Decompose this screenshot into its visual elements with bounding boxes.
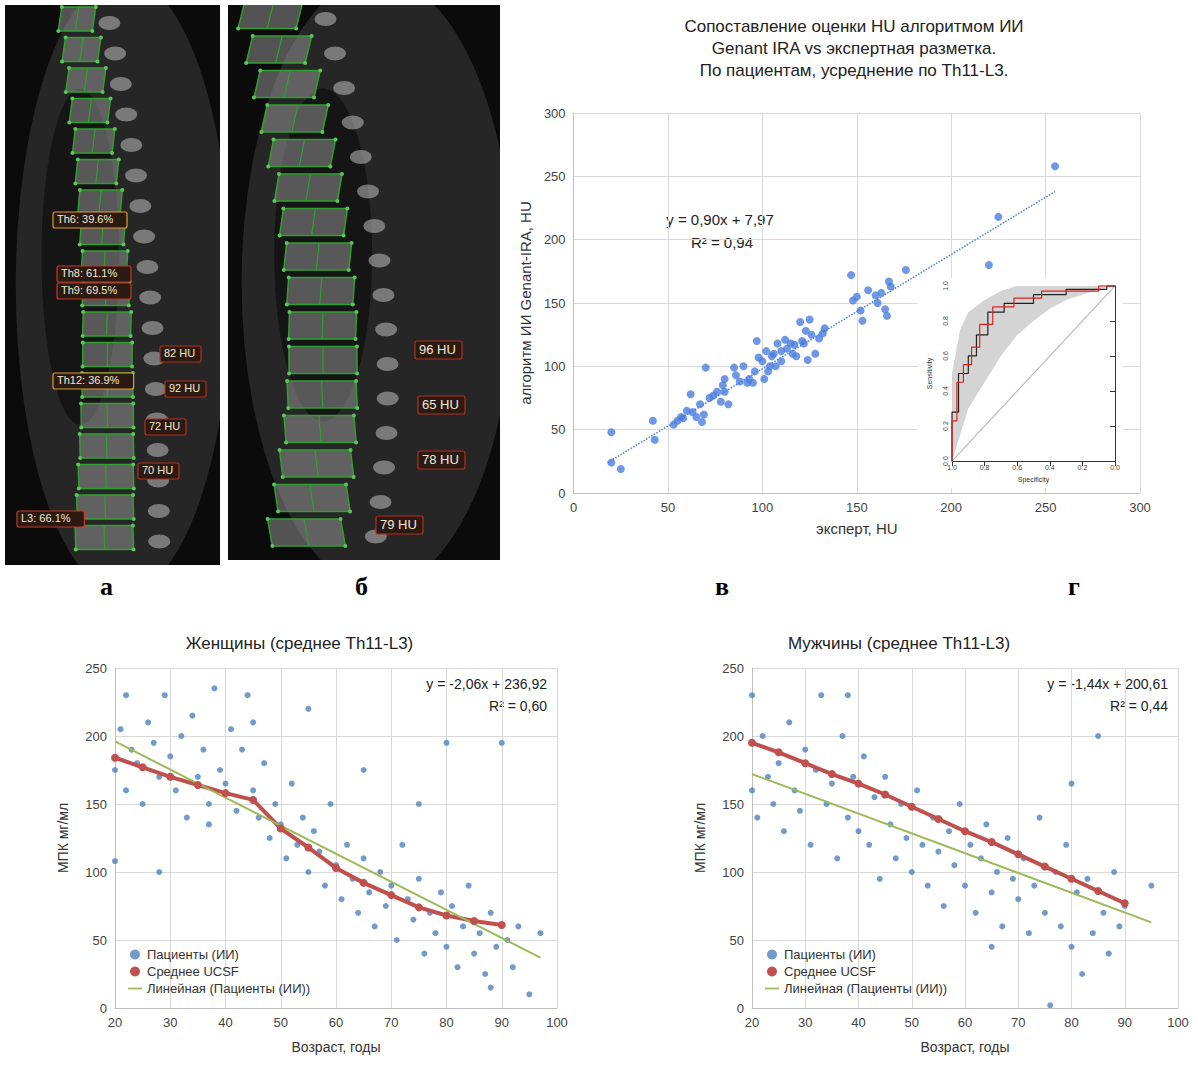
svg-text:0: 0: [570, 500, 577, 515]
svg-text:L3: 66.1%: L3: 66.1%: [21, 512, 71, 524]
svg-text:Th8: 61.1%: Th8: 61.1%: [61, 267, 117, 279]
svg-text:Мужчины (среднее Th11-L3): Мужчины (среднее Th11-L3): [788, 634, 1010, 653]
svg-text:96 HU: 96 HU: [419, 342, 456, 357]
svg-text:200: 200: [85, 729, 107, 744]
svg-text:Th6: 39.6%: Th6: 39.6%: [57, 213, 113, 225]
svg-text:0.0: 0.0: [1110, 464, 1120, 471]
svg-text:78 HU: 78 HU: [422, 452, 459, 467]
svg-text:200: 200: [940, 500, 962, 515]
svg-text:60: 60: [958, 1015, 972, 1030]
svg-text:Th12: 36.9%: Th12: 36.9%: [57, 374, 120, 386]
svg-text:0.2: 0.2: [942, 421, 949, 431]
svg-text:50: 50: [551, 422, 565, 437]
svg-text:80: 80: [1064, 1015, 1078, 1030]
svg-text:100: 100: [546, 1015, 568, 1030]
svg-text:0.8: 0.8: [980, 464, 990, 471]
svg-text:0.6: 0.6: [942, 351, 949, 361]
svg-text:0.0: 0.0: [942, 456, 949, 466]
html-text:б: б: [355, 572, 368, 601]
svg-text:Возраст, годы: Возраст, годы: [920, 1039, 1009, 1055]
svg-text:60: 60: [329, 1015, 343, 1030]
svg-text:30: 30: [798, 1015, 812, 1030]
svg-text:40: 40: [218, 1015, 232, 1030]
svg-text:0.4: 0.4: [1045, 464, 1055, 471]
svg-text:0.2: 0.2: [1078, 464, 1088, 471]
svg-text:1.0: 1.0: [942, 281, 949, 291]
svg-text:200: 200: [722, 729, 744, 744]
svg-text:50: 50: [274, 1015, 288, 1030]
svg-text:y = -2,06x + 236,92: y = -2,06x + 236,92: [426, 676, 547, 692]
svg-text:Среднее UCSF: Среднее UCSF: [147, 964, 239, 979]
svg-text:алгоритм ИИ Genant-IRA, HU: алгоритм ИИ Genant-IRA, HU: [517, 201, 534, 405]
svg-text:0: 0: [100, 1001, 107, 1016]
svg-text:20: 20: [108, 1015, 122, 1030]
svg-text:300: 300: [1129, 500, 1151, 515]
svg-text:Среднее UCSF: Среднее UCSF: [784, 964, 876, 979]
svg-text:200: 200: [544, 232, 566, 247]
svg-text:20: 20: [745, 1015, 759, 1030]
svg-text:y = 0,90x + 7,97: y = 0,90x + 7,97: [666, 211, 774, 228]
svg-text:0.6: 0.6: [1012, 464, 1022, 471]
svg-text:90: 90: [495, 1015, 509, 1030]
html-text:в: в: [715, 572, 729, 601]
svg-text:72 HU: 72 HU: [149, 420, 180, 432]
svg-text:0.8: 0.8: [942, 316, 949, 326]
svg-text:Возраст, годы: Возраст, годы: [291, 1039, 380, 1055]
svg-text:Линейная (Пациенты (ИИ)): Линейная (Пациенты (ИИ)): [784, 981, 947, 996]
svg-text:R² = 0,60: R² = 0,60: [489, 698, 547, 714]
svg-text:0.4: 0.4: [942, 386, 949, 396]
svg-text:250: 250: [722, 661, 744, 676]
svg-text:50: 50: [730, 933, 744, 948]
svg-text:0: 0: [558, 486, 565, 501]
svg-text:90: 90: [1118, 1015, 1132, 1030]
svg-text:Сопоставление оценки HU алгори: Сопоставление оценки HU алгоритмом ИИ: [684, 17, 1023, 36]
svg-text:Пациенты (ИИ): Пациенты (ИИ): [784, 947, 876, 962]
svg-text:100: 100: [85, 865, 107, 880]
html-text:г: г: [1068, 572, 1080, 601]
svg-text:Линейная (Пациенты (ИИ)): Линейная (Пациенты (ИИ)): [147, 981, 310, 996]
svg-text:300: 300: [544, 106, 566, 121]
svg-text:100: 100: [722, 865, 744, 880]
svg-text:100: 100: [1167, 1015, 1189, 1030]
svg-text:50: 50: [93, 933, 107, 948]
svg-text:250: 250: [544, 169, 566, 184]
svg-text:40: 40: [851, 1015, 865, 1030]
svg-text:50: 50: [905, 1015, 919, 1030]
svg-text:50: 50: [661, 500, 675, 515]
svg-text:70 HU: 70 HU: [142, 464, 173, 476]
svg-text:Женщины (среднее Th11-L3): Женщины (среднее Th11-L3): [186, 634, 414, 653]
svg-text:R² = 0,94: R² = 0,94: [691, 234, 753, 251]
svg-text:70: 70: [1011, 1015, 1025, 1030]
svg-text:R² = 0,44: R² = 0,44: [1110, 698, 1168, 714]
svg-text:100: 100: [544, 359, 566, 374]
svg-text:Th9: 69.5%: Th9: 69.5%: [61, 284, 117, 296]
svg-text:0: 0: [737, 1001, 744, 1016]
svg-text:92 HU: 92 HU: [169, 382, 200, 394]
svg-text:82 HU: 82 HU: [164, 347, 195, 359]
svg-text:250: 250: [1035, 500, 1057, 515]
svg-text:Specificity: Specificity: [1018, 476, 1050, 484]
svg-text:Sensitivity: Sensitivity: [926, 357, 934, 389]
svg-text:150: 150: [722, 797, 744, 812]
svg-text:80: 80: [439, 1015, 453, 1030]
svg-text:65 HU: 65 HU: [422, 397, 459, 412]
svg-text:Genant IRA vs экспертная разме: Genant IRA vs экспертная разметка.: [712, 39, 996, 58]
svg-text:По пациентам, усреднение по Th: По пациентам, усреднение по Th11-L3.: [700, 61, 1009, 80]
html-text:а: а: [100, 572, 113, 601]
svg-text:эксперт, HU: эксперт, HU: [816, 520, 898, 537]
svg-text:y = -1,44x + 200,61: y = -1,44x + 200,61: [1047, 676, 1168, 692]
svg-text:МПК мг/мл: МПК мг/мл: [55, 803, 71, 873]
svg-text:Пациенты (ИИ): Пациенты (ИИ): [147, 947, 239, 962]
svg-text:150: 150: [846, 500, 868, 515]
svg-text:1.0: 1.0: [947, 464, 957, 471]
svg-text:150: 150: [544, 296, 566, 311]
svg-text:МПК мг/мл: МПК мг/мл: [692, 803, 708, 873]
svg-text:150: 150: [85, 797, 107, 812]
svg-text:70: 70: [384, 1015, 398, 1030]
svg-text:79 HU: 79 HU: [380, 517, 417, 532]
svg-text:30: 30: [163, 1015, 177, 1030]
svg-text:100: 100: [752, 500, 774, 515]
svg-text:250: 250: [85, 661, 107, 676]
